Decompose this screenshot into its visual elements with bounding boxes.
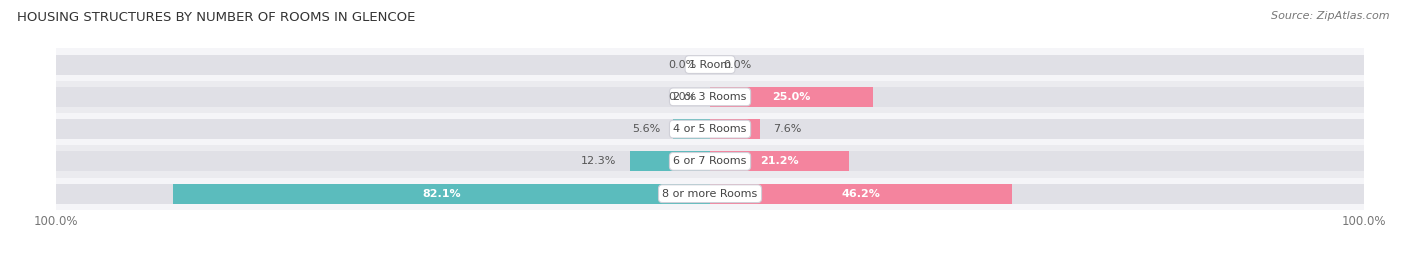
- Text: 0.0%: 0.0%: [723, 59, 751, 70]
- Text: 4 or 5 Rooms: 4 or 5 Rooms: [673, 124, 747, 134]
- Text: 8 or more Rooms: 8 or more Rooms: [662, 189, 758, 199]
- Bar: [56, 113, 1364, 145]
- Bar: [710, 151, 849, 171]
- Text: 0.0%: 0.0%: [669, 59, 697, 70]
- Text: 46.2%: 46.2%: [842, 189, 880, 199]
- Bar: [56, 151, 1364, 171]
- Bar: [56, 119, 1364, 139]
- Text: 2 or 3 Rooms: 2 or 3 Rooms: [673, 92, 747, 102]
- Bar: [56, 87, 1364, 107]
- Bar: [56, 81, 1364, 113]
- Bar: [56, 55, 1364, 75]
- Bar: [56, 145, 1364, 178]
- Text: HOUSING STRUCTURES BY NUMBER OF ROOMS IN GLENCOE: HOUSING STRUCTURES BY NUMBER OF ROOMS IN…: [17, 11, 415, 24]
- Text: Source: ZipAtlas.com: Source: ZipAtlas.com: [1271, 11, 1389, 21]
- Bar: [673, 119, 710, 139]
- Bar: [710, 119, 759, 139]
- Text: 0.0%: 0.0%: [669, 92, 697, 102]
- Bar: [630, 151, 710, 171]
- Bar: [710, 87, 873, 107]
- Text: 7.6%: 7.6%: [773, 124, 801, 134]
- Text: 25.0%: 25.0%: [772, 92, 811, 102]
- Bar: [56, 178, 1364, 210]
- Bar: [56, 48, 1364, 81]
- Text: 1 Room: 1 Room: [689, 59, 731, 70]
- Bar: [173, 184, 710, 204]
- Text: 21.2%: 21.2%: [761, 156, 799, 167]
- Bar: [56, 184, 1364, 204]
- Text: 12.3%: 12.3%: [581, 156, 617, 167]
- Bar: [710, 184, 1012, 204]
- Text: 5.6%: 5.6%: [633, 124, 661, 134]
- Text: 6 or 7 Rooms: 6 or 7 Rooms: [673, 156, 747, 167]
- Text: 82.1%: 82.1%: [422, 189, 461, 199]
